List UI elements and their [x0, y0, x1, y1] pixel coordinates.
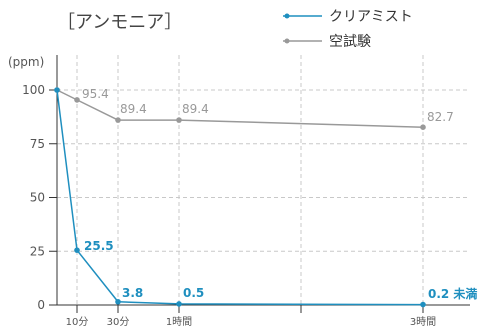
x-tick-label: 3時間	[410, 316, 436, 327]
grid	[57, 55, 470, 305]
x-tick-label: 10分	[66, 316, 89, 327]
x-tick-label: 30分	[107, 316, 130, 327]
data-point-mist	[115, 298, 121, 305]
data-label-control: 89.4	[182, 102, 209, 116]
data-point-mist	[74, 247, 80, 253]
legend-marker-mist	[284, 13, 290, 19]
legend-label-control: 空試験	[329, 34, 371, 50]
legend-label-mist: クリアミスト	[329, 9, 413, 25]
legend: クリアミスト 空試験	[283, 9, 413, 50]
data-label-mist: 3.8	[122, 286, 143, 300]
data-point-control	[420, 124, 426, 130]
y-tick-label: 50	[30, 191, 45, 205]
data-label-control: 95.4	[82, 87, 109, 101]
data-point-mist	[176, 301, 182, 307]
data-point-control	[74, 97, 80, 103]
y-tick-label: 100	[22, 83, 45, 97]
y-tick-label: 25	[30, 244, 45, 258]
data-point-mist	[420, 301, 426, 308]
legend-marker-control	[284, 38, 290, 44]
data-label-mist: 25.5	[84, 239, 114, 253]
y-tick-label: 75	[30, 137, 45, 151]
data-label-control: 82.7	[427, 110, 454, 124]
chart-title: ［アンモニア］	[57, 12, 182, 33]
y-tick-label: 0	[37, 298, 45, 312]
data-label-control: 89.4	[120, 102, 147, 116]
data-label-mist: 0.2 未満	[428, 286, 477, 301]
y-axis-unit-label: (ppm)	[8, 55, 44, 69]
series-line-control	[56, 89, 424, 128]
data-label-mist: 0.5	[183, 286, 204, 300]
data-point-mist	[54, 87, 60, 93]
labels: 95.4 89.4 89.4 82.7 25.5 3.8 0.5 0.2 未満	[82, 87, 477, 301]
data-point-control	[115, 117, 121, 123]
x-tick-label: 1時間	[166, 316, 192, 327]
data-point-control	[176, 117, 182, 123]
series	[54, 87, 426, 308]
